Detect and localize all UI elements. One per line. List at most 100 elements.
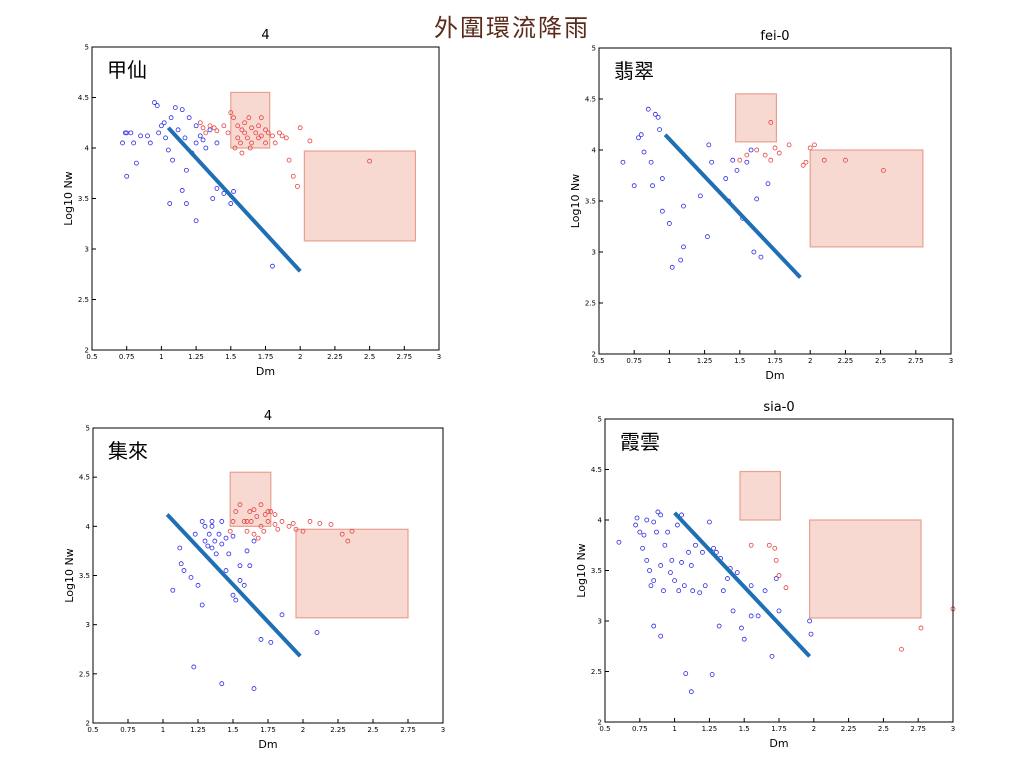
red-data-point: [272, 140, 278, 146]
red-data-point: [328, 521, 334, 527]
blue-data-point: [207, 127, 213, 133]
red-data-point: [286, 157, 292, 163]
blue-data-point: [156, 130, 162, 136]
x-tick-label: 0.5: [593, 357, 604, 365]
red-data-point: [249, 140, 255, 146]
blue-data-point: [620, 159, 626, 165]
blue-data-point: [213, 551, 219, 557]
red-data-point: [265, 130, 271, 136]
red-data-point: [786, 142, 792, 148]
red-data-point: [221, 123, 227, 129]
x-tick-label: 2: [812, 725, 816, 733]
blue-data-point: [197, 133, 203, 139]
x-tick-label: 1.25: [702, 725, 718, 733]
y-axis-label: Log10 Nw: [62, 171, 75, 225]
blue-data-point: [193, 123, 199, 129]
x-tick-label: 0.75: [119, 353, 135, 361]
red-data-point: [307, 519, 313, 524]
red-data-point: [899, 646, 904, 652]
reference-box: [809, 149, 924, 248]
blue-data-point: [181, 568, 187, 573]
x-axis-label: Dm: [256, 365, 275, 378]
blue-data-point: [186, 115, 192, 121]
red-data-point: [244, 528, 250, 534]
red-data-point: [272, 512, 278, 517]
blue-data-point: [124, 173, 130, 179]
blue-data-point: [711, 545, 716, 551]
red-data-point: [772, 545, 778, 551]
blue-data-point: [730, 608, 736, 614]
red-data-point: [230, 519, 236, 524]
blue-data-point: [645, 106, 651, 112]
y-tick-label: 4: [85, 145, 90, 153]
reference-box: [734, 93, 778, 143]
blue-data-point: [650, 183, 655, 189]
blue-data-point: [183, 201, 189, 206]
red-data-point: [263, 127, 268, 133]
blue-data-point: [672, 578, 677, 584]
blue-data-point: [690, 588, 696, 594]
x-tick-label: 1.5: [227, 726, 238, 734]
red-data-point: [258, 115, 264, 121]
blue-data-point: [203, 145, 209, 151]
red-data-point: [776, 573, 782, 578]
y-tick-label: 4.5: [79, 474, 90, 482]
blue-data-point: [652, 111, 658, 117]
red-data-point: [307, 138, 313, 144]
blue-data-point: [152, 100, 157, 105]
red-data-point: [776, 150, 782, 156]
blue-data-point: [674, 522, 680, 528]
blue-data-point: [251, 538, 257, 544]
blue-data-point: [706, 519, 712, 525]
reference-box: [229, 471, 272, 527]
x-tick-label: 1.75: [260, 726, 276, 734]
blue-data-point: [209, 519, 215, 524]
red-data-point: [231, 115, 236, 121]
x-tick-label: 1.5: [734, 357, 745, 365]
red-data-point: [286, 523, 292, 529]
blue-data-point: [179, 188, 185, 193]
red-data-point: [247, 145, 253, 151]
red-data-point: [773, 557, 779, 563]
blue-data-point: [734, 570, 740, 575]
red-data-point: [279, 519, 285, 524]
station-label: 甲仙: [107, 58, 147, 82]
x-tick-label: 3: [441, 726, 445, 734]
blue-data-point: [230, 592, 236, 598]
blue-data-point: [195, 582, 201, 588]
x-tick-label: 2: [808, 357, 812, 365]
separation-line: [673, 511, 812, 658]
x-tick-label: 2.5: [367, 726, 378, 734]
y-tick-label: 3: [85, 246, 89, 254]
x-tick-label: 2: [298, 353, 302, 361]
blue-data-point: [147, 140, 153, 146]
red-data-point: [251, 531, 257, 537]
blue-data-point: [270, 263, 275, 269]
blue-data-point: [640, 545, 645, 551]
chart-xiayun: 0.5 0.75 1 1.25 1.5 1.75 2 2.25 2.5 2.75 3 2 2.5 3 3.5…: [575, 400, 956, 750]
red-data-point: [283, 135, 289, 141]
blue-data-point: [122, 130, 128, 136]
red-data-point: [245, 135, 250, 141]
red-data-point: [737, 157, 743, 163]
red-data-point: [235, 135, 241, 141]
blue-data-point: [214, 140, 220, 146]
blue-data-point: [241, 582, 247, 588]
blue-data-point: [633, 522, 639, 528]
blue-data-point: [179, 107, 185, 113]
blue-data-point: [758, 254, 764, 260]
red-data-point: [317, 520, 323, 526]
blue-data-point: [654, 529, 659, 535]
blue-data-point: [193, 140, 199, 146]
blue-data-point: [697, 193, 703, 199]
x-tick-label: 2.75: [397, 353, 413, 361]
blue-data-point: [205, 543, 211, 549]
blue-data-point: [662, 542, 668, 548]
blue-data-point: [725, 576, 730, 581]
blue-data-point: [697, 590, 703, 596]
x-tick-label: 3: [951, 725, 955, 733]
red-data-point: [279, 133, 285, 139]
blue-data-point: [231, 189, 236, 194]
y-tick-label: 2.5: [585, 300, 596, 308]
red-data-point: [345, 538, 351, 544]
